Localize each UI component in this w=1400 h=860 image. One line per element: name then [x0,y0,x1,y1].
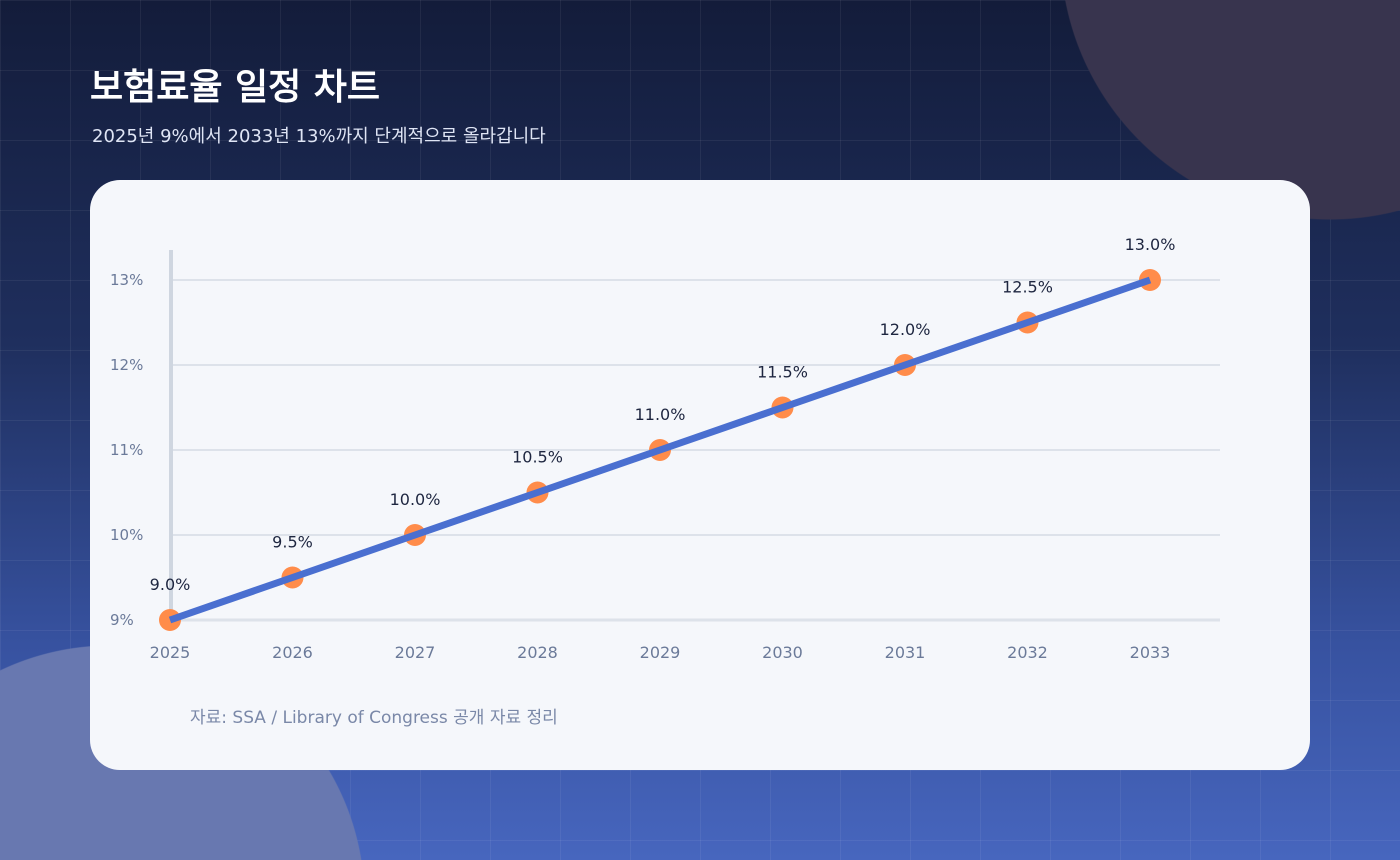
y-tick-label: 10% [110,526,143,544]
data-label: 10.5% [512,448,563,467]
x-tick-label: 2026 [272,643,313,662]
y-tick-label: 9% [110,611,134,629]
x-tick-label: 2025 [150,643,191,662]
data-label: 12.0% [880,320,931,339]
x-tick-label: 2027 [395,643,436,662]
y-tick-label: 11% [110,441,143,459]
data-label: 9.5% [272,533,313,552]
x-tick-label: 2033 [1130,643,1171,662]
x-tick-label: 2031 [885,643,926,662]
source-note: 자료: SSA / Library of Congress 공개 자료 정리 [190,708,558,728]
y-tick-label: 12% [110,356,143,374]
data-label: 9.0% [150,575,191,594]
data-label: 11.0% [635,405,686,424]
data-label: 11.5% [757,363,808,382]
series-line [168,276,1152,624]
data-label: 13.0% [1125,235,1176,254]
y-tick-label: 13% [110,271,143,289]
chart-card [90,180,1310,770]
x-tick-label: 2029 [640,643,681,662]
x-tick-label: 2032 [1007,643,1048,662]
x-tick-label: 2028 [517,643,558,662]
page-subtitle: 2025년 9%에서 2033년 13%까지 단계적으로 올라갑니다 [92,126,546,147]
data-label: 10.0% [390,490,441,509]
data-label: 12.5% [1002,278,1053,297]
x-tick-label: 2030 [762,643,803,662]
page-title: 보험료율 일정 차트 [90,67,381,108]
